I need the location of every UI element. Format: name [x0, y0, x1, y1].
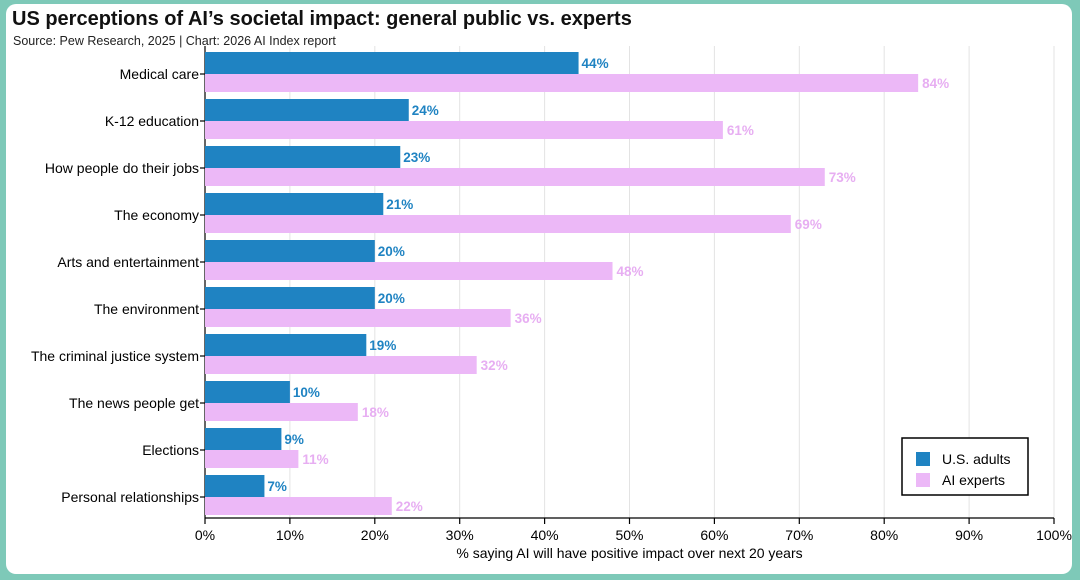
- x-tick-label: 30%: [446, 527, 474, 543]
- x-tick-label: 50%: [615, 527, 643, 543]
- data-label-us-adults: 20%: [378, 244, 405, 259]
- x-tick-label: 40%: [531, 527, 559, 543]
- data-label-us-adults: 10%: [293, 385, 320, 400]
- data-label-ai-experts: 36%: [515, 311, 542, 326]
- data-label-ai-experts: 48%: [617, 264, 644, 279]
- category-label: The environment: [94, 301, 199, 317]
- data-label-ai-experts: 32%: [481, 358, 508, 373]
- data-label-us-adults: 23%: [403, 150, 430, 165]
- chart-subtitle: Source: Pew Research, 2025 | Chart: 2026…: [13, 34, 336, 48]
- category-label: How people do their jobs: [45, 160, 199, 176]
- data-label-us-adults: 24%: [412, 103, 439, 118]
- category-label: Arts and entertainment: [57, 254, 199, 270]
- bar-ai-experts: [205, 497, 392, 515]
- x-axis-title: % saying AI will have positive impact ov…: [456, 545, 802, 561]
- data-label-ai-experts: 69%: [795, 217, 822, 232]
- chart-card: US perceptions of AI’s societal impact: …: [6, 4, 1072, 574]
- bar-chart: 0% 10% 20% 30% 40% 50% 60% 70% 80% 90% 100% % sayin…: [31, 46, 1072, 561]
- x-tick-label: 20%: [361, 527, 389, 543]
- data-label-ai-experts: 18%: [362, 405, 389, 420]
- bar-us-adults: [205, 52, 579, 74]
- x-tick-label: 90%: [955, 527, 983, 543]
- bar-us-adults: [205, 146, 401, 168]
- category-label: Medical care: [120, 66, 200, 82]
- data-label-ai-experts: 11%: [302, 452, 328, 467]
- data-label-us-adults: 20%: [378, 291, 405, 306]
- data-label-ai-experts: 61%: [727, 123, 754, 138]
- bar-us-adults: [205, 240, 375, 262]
- x-tick-label: 100%: [1036, 527, 1072, 543]
- bar-ai-experts: [205, 309, 511, 327]
- bar-ai-experts: [205, 450, 299, 468]
- data-label-us-adults: 7%: [267, 479, 287, 494]
- data-label-us-adults: 19%: [369, 338, 396, 353]
- data-label-ai-experts: 84%: [922, 76, 949, 91]
- bar-ai-experts: [205, 74, 919, 92]
- bar-ai-experts: [205, 168, 825, 186]
- bar-us-adults: [205, 334, 367, 356]
- category-label: Elections: [142, 442, 199, 458]
- bar-ai-experts: [205, 403, 358, 421]
- category-label: The news people get: [69, 395, 199, 411]
- category-label: The criminal justice system: [31, 348, 199, 364]
- chart-title: US perceptions of AI’s societal impact: …: [12, 8, 632, 30]
- data-label-ai-experts: 73%: [829, 170, 856, 185]
- bar-ai-experts: [205, 262, 613, 280]
- legend-label-ai-experts: AI experts: [942, 472, 1005, 488]
- bar-us-adults: [205, 193, 384, 215]
- bar-us-adults: [205, 475, 265, 497]
- bar-us-adults: [205, 99, 409, 121]
- legend-label-us-adults: U.S. adults: [942, 451, 1010, 467]
- legend-swatch-us-adults: [916, 452, 930, 466]
- bar-ai-experts: [205, 215, 791, 233]
- x-tick-label: 70%: [785, 527, 813, 543]
- bar-ai-experts: [205, 121, 723, 139]
- bar-us-adults: [205, 287, 375, 309]
- x-tick-label: 60%: [700, 527, 728, 543]
- data-label-us-adults: 9%: [284, 432, 304, 447]
- legend-swatch-ai-experts: [916, 473, 930, 487]
- category-label: K-12 education: [105, 113, 199, 129]
- bar-ai-experts: [205, 356, 477, 374]
- data-label-us-adults: 44%: [582, 56, 609, 71]
- x-tick-label: 0%: [195, 527, 215, 543]
- category-label: Personal relationships: [61, 489, 199, 505]
- x-tick-label: 80%: [870, 527, 898, 543]
- data-label-ai-experts: 22%: [396, 499, 423, 514]
- data-label-us-adults: 21%: [386, 197, 413, 212]
- category-label: The economy: [114, 207, 199, 223]
- bar-us-adults: [205, 428, 282, 450]
- x-tick-label: 10%: [276, 527, 304, 543]
- bar-us-adults: [205, 381, 290, 403]
